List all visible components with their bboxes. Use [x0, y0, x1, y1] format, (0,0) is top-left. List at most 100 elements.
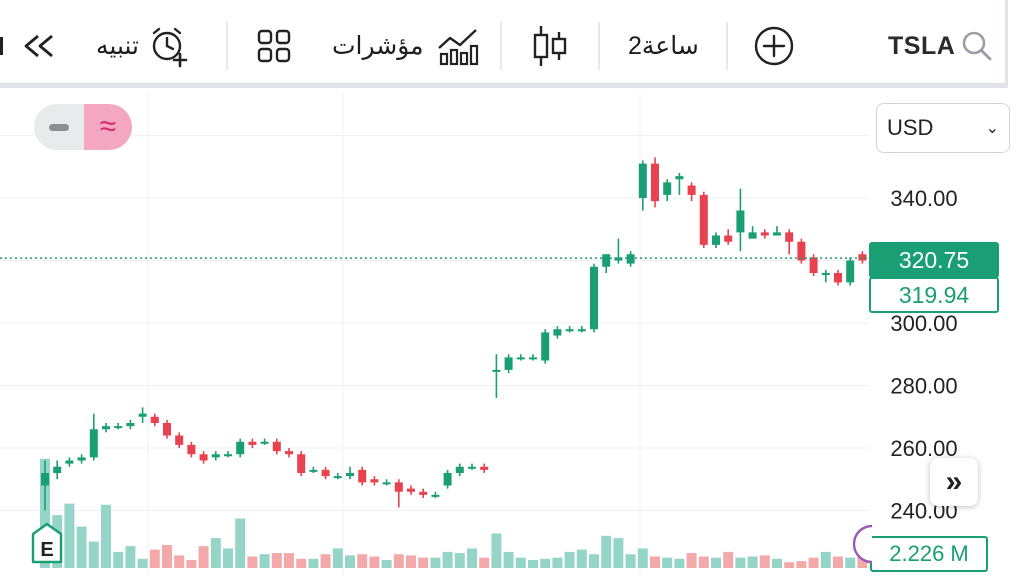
volume-bar [430, 557, 441, 568]
candle-body [590, 266, 598, 330]
candle-body [102, 426, 110, 430]
volume-bar [296, 558, 307, 568]
volume-bar [332, 548, 343, 568]
candle-body [553, 329, 562, 336]
grid-layout-icon [257, 29, 291, 63]
volume-bar [76, 526, 87, 568]
toolbar-divider [598, 22, 600, 70]
volume-bar [735, 557, 746, 568]
candle-body [541, 332, 550, 361]
volume-bar [650, 556, 660, 568]
candle-body [419, 491, 428, 495]
candlesticks [41, 157, 891, 511]
rewind-button[interactable] [22, 22, 56, 70]
candle-body [858, 254, 867, 261]
volume-bar [406, 555, 416, 568]
volume-bar [271, 553, 282, 568]
volume-bar [467, 548, 477, 568]
volume-bar [808, 557, 819, 568]
currency-select[interactable]: USD ⌄ [876, 103, 1010, 153]
volume-bar [64, 503, 75, 568]
volume-bars [40, 458, 892, 568]
volume-bar [113, 551, 124, 568]
volume-bar [698, 556, 709, 568]
volume-bar [540, 558, 551, 568]
volume-bar [174, 555, 185, 568]
chart-type-button[interactable] [530, 22, 570, 70]
search-icon [962, 31, 992, 61]
candle-body [236, 441, 245, 455]
volume-bar [357, 554, 368, 568]
symbol-search[interactable]: TSLA [888, 22, 993, 70]
volume-bar [552, 557, 563, 568]
volume-tag: 2.226 M [870, 536, 988, 572]
candlestick-icon [533, 26, 567, 66]
volume-bar [711, 557, 721, 568]
volume-bar [625, 554, 636, 568]
volume-bar [101, 504, 111, 568]
svg-text:E: E [40, 539, 53, 561]
candle-body [175, 435, 184, 445]
collapse-button[interactable] [34, 104, 84, 150]
candle-body [712, 235, 720, 245]
interval-label: 2ساعة [628, 32, 699, 60]
volume-bar [284, 553, 294, 568]
indicator-toggle[interactable]: ≈ [34, 104, 132, 150]
candle-body [638, 163, 647, 198]
scroll-to-latest-button[interactable]: » [930, 458, 978, 506]
candle-body [614, 257, 623, 261]
add-symbol-button[interactable] [752, 22, 796, 70]
approx-icon[interactable]: ≈ [84, 104, 132, 150]
minus-icon [49, 123, 69, 131]
candle-body [468, 466, 476, 469]
candle-body [724, 235, 733, 242]
candle-body [163, 423, 171, 436]
volume-bar [759, 555, 770, 568]
candle-body [150, 416, 159, 423]
volume-bar [503, 551, 514, 568]
candle-body [77, 457, 86, 461]
volume-bar [747, 556, 758, 568]
volume-bar [210, 538, 221, 568]
chart-area[interactable]: 340.00 300.00 280.00 260.00 240.00 [0, 93, 1024, 576]
volume-bar [235, 518, 246, 568]
volume-bar [528, 559, 538, 568]
volume-bar [40, 458, 50, 568]
volume-bar [345, 555, 355, 568]
candle-body [65, 460, 74, 464]
candle-body [272, 441, 281, 452]
candle-body [346, 473, 354, 477]
event-marker-icon[interactable] [850, 522, 872, 566]
candle-body [309, 469, 318, 472]
volume-bar [454, 553, 465, 568]
volume-bar [796, 561, 807, 568]
candle-body [260, 441, 269, 444]
alert-button[interactable]: تنبيه [96, 22, 191, 70]
candle-body [797, 241, 806, 261]
volume-bar [601, 535, 612, 568]
indicators-button[interactable]: مؤشرات [332, 22, 480, 70]
earnings-event-icon[interactable]: E [28, 522, 66, 566]
candle-body [675, 176, 684, 180]
volume-bar [418, 557, 429, 568]
volume-bar [259, 554, 270, 568]
toolbar-overflow-marker [0, 22, 6, 70]
candle-body [626, 254, 635, 264]
candle-body [577, 329, 586, 332]
candle-body [187, 444, 196, 455]
symbol-label: TSLA [888, 31, 956, 60]
volume-bar [162, 545, 172, 568]
candle-body [89, 429, 98, 458]
candle-body [358, 469, 367, 483]
interval-button[interactable]: 2ساعة [628, 22, 699, 70]
volume-bar [564, 551, 575, 568]
volume-bar [491, 533, 502, 568]
volume-bar [320, 554, 331, 568]
indicators-chart-icon [437, 29, 478, 66]
layout-button[interactable] [256, 22, 292, 70]
candle-body [114, 426, 123, 429]
candle-body [248, 441, 257, 445]
candle-body [126, 423, 135, 427]
currency-label: USD [887, 115, 934, 140]
